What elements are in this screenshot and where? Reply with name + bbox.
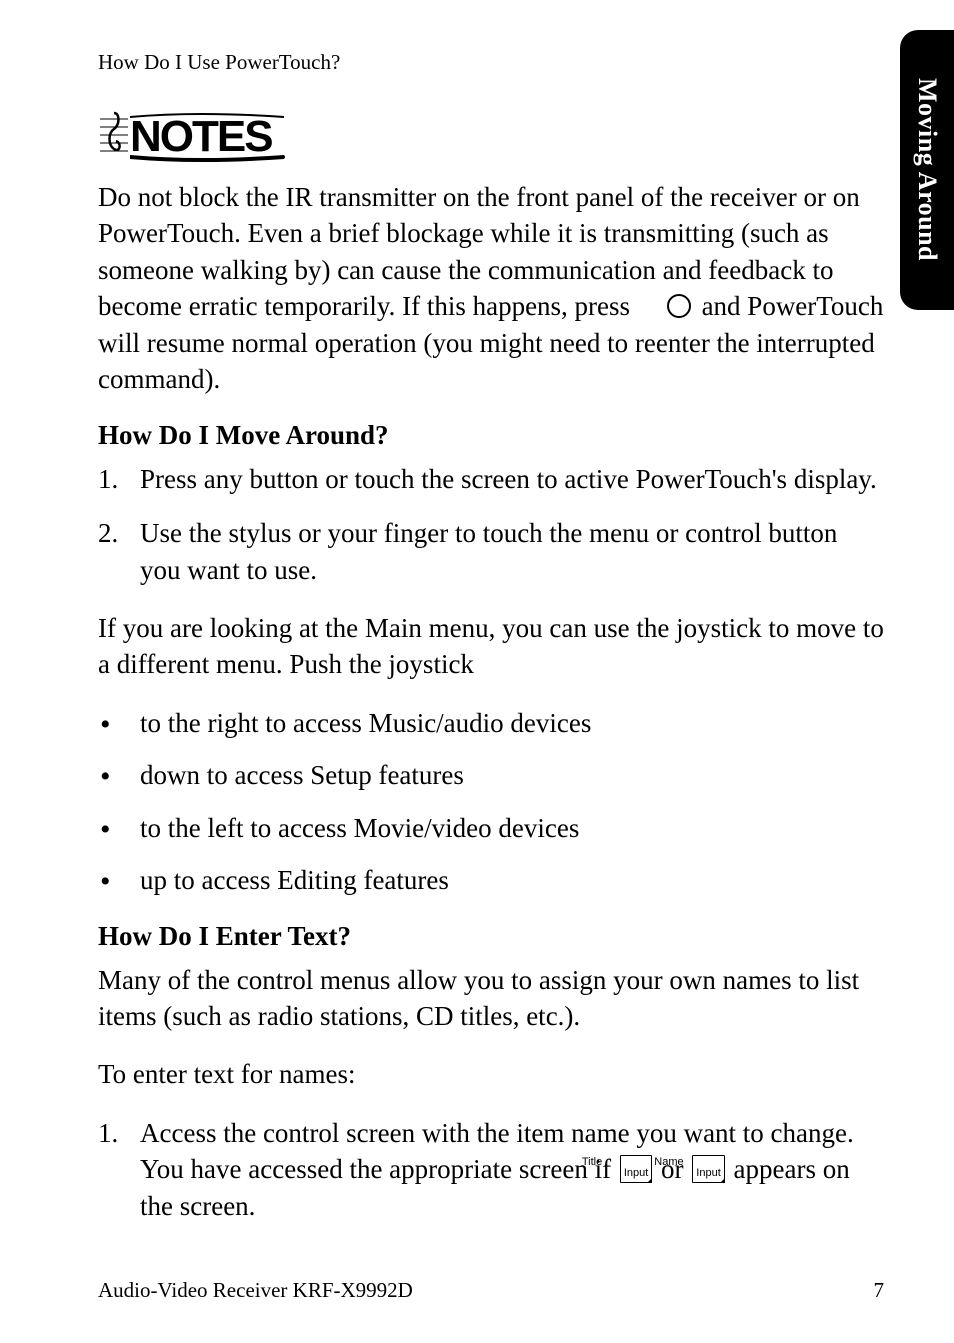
- page-content: How Do I Use PowerTouch? NOTES Do not bl…: [0, 0, 954, 1343]
- step-number: 1.: [98, 1115, 140, 1151]
- title-input-button-icon: TitleInput: [620, 1155, 652, 1183]
- name-input-button-icon: NameInput: [692, 1155, 724, 1183]
- list-item: 1.Press any button or touch the screen t…: [98, 461, 884, 497]
- move-steps-list: 1.Press any button or touch the screen t…: [98, 461, 884, 588]
- circle-button-icon: [667, 294, 691, 318]
- heading-move-around: How Do I Move Around?: [98, 420, 884, 451]
- joystick-intro: If you are looking at the Main menu, you…: [98, 610, 884, 683]
- list-item: 2.Use the stylus or your finger to touch…: [98, 515, 884, 588]
- heading-enter-text: How Do I Enter Text?: [98, 921, 884, 952]
- notes-icon: NOTES: [98, 105, 298, 167]
- notes-paragraph: Do not block the IR transmitter on the f…: [98, 179, 884, 398]
- list-item: to the right to access Music/audio devic…: [98, 705, 884, 741]
- list-item: to the left to access Movie/video device…: [98, 810, 884, 846]
- footer-page-number: 7: [874, 1278, 885, 1303]
- button-line1: Name: [654, 1156, 683, 1168]
- enter-text-intro: Many of the control menus allow you to a…: [98, 962, 884, 1035]
- button-line2: Input: [696, 1167, 720, 1179]
- notes-heading-graphic: NOTES: [98, 105, 884, 167]
- list-item: 1.Access the control screen with the ite…: [98, 1115, 884, 1224]
- page-footer: Audio-Video Receiver KRF-X9992D 7: [98, 1278, 884, 1303]
- running-head: How Do I Use PowerTouch?: [98, 50, 884, 75]
- notes-text: NOTES: [130, 112, 272, 161]
- list-item: down to access Setup features: [98, 757, 884, 793]
- enter-text-steps: 1.Access the control screen with the ite…: [98, 1115, 884, 1224]
- to-enter-label: To enter text for names:: [98, 1056, 884, 1092]
- footer-left: Audio-Video Receiver KRF-X9992D: [98, 1278, 413, 1303]
- button-line2: Input: [624, 1167, 648, 1179]
- step-number: 1.: [98, 461, 140, 497]
- joystick-bullets: to the right to access Music/audio devic…: [98, 705, 884, 899]
- button-line1: Title: [582, 1156, 602, 1168]
- step-number: 2.: [98, 515, 140, 551]
- step-text: Press any button or touch the screen to …: [140, 464, 877, 494]
- list-item: up to access Editing features: [98, 862, 884, 898]
- step-text: Use the stylus or your finger to touch t…: [140, 518, 837, 584]
